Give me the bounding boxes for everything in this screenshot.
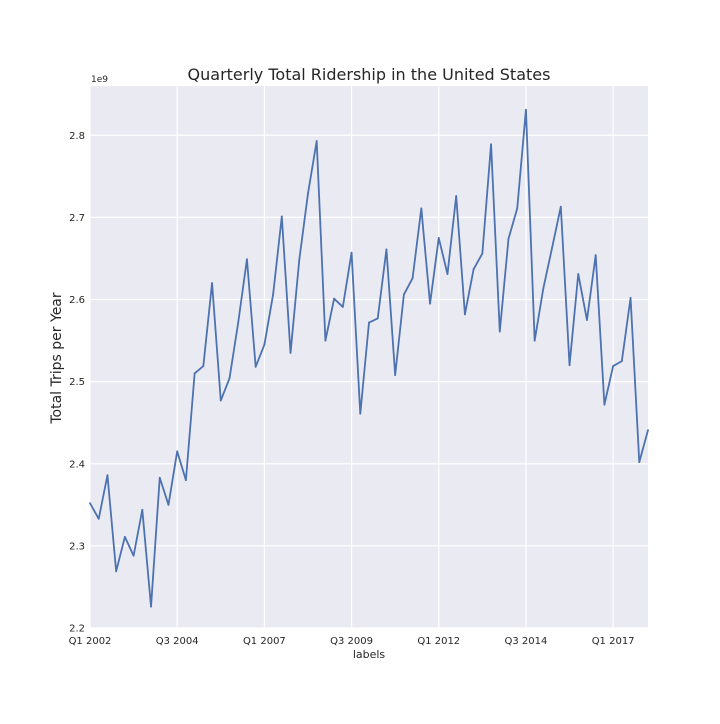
y-axis-label: Total Trips per Year xyxy=(49,292,65,425)
data-point xyxy=(612,365,615,367)
data-point xyxy=(341,306,344,308)
y-tick-label: 2.8 xyxy=(69,131,85,142)
data-point xyxy=(106,474,109,477)
y-gridlines xyxy=(90,134,648,629)
series-layer xyxy=(89,108,649,608)
data-point xyxy=(533,339,536,342)
data-point xyxy=(629,296,632,299)
x-tick-label: Q1 2017 xyxy=(592,636,635,647)
data-point xyxy=(350,251,353,254)
data-point xyxy=(464,313,466,316)
data-point xyxy=(89,502,91,505)
data-point xyxy=(263,343,266,346)
data-point xyxy=(594,254,597,257)
data-point xyxy=(298,259,301,261)
data-point xyxy=(638,461,641,464)
chart-title: Quarterly Total Ridership in the United … xyxy=(188,65,551,84)
data-point xyxy=(525,108,527,111)
data-point xyxy=(150,605,152,608)
data-point xyxy=(411,277,414,280)
y-tick-labels: 2.2 2.3 2.4 2.5 2.6 2.7 2.8 xyxy=(69,131,85,635)
x-tick-labels: Q1 2002 Q3 2004 Q1 2007 Q3 2009 Q1 2012 Q3 20… xyxy=(69,636,635,647)
y-tick-label: 2.4 xyxy=(69,459,85,470)
data-point xyxy=(429,302,431,305)
data-point xyxy=(219,399,222,402)
data-point xyxy=(115,570,118,573)
data-point xyxy=(490,143,492,146)
data-point xyxy=(437,237,440,239)
data-point xyxy=(254,365,257,368)
data-point xyxy=(185,479,187,482)
data-point xyxy=(394,374,397,376)
data-point xyxy=(507,237,510,240)
data-point xyxy=(568,364,571,367)
data-point xyxy=(237,321,240,324)
data-point xyxy=(603,403,606,406)
plot-area xyxy=(90,86,648,628)
data-point xyxy=(359,412,362,415)
data-point xyxy=(498,330,501,333)
data-point xyxy=(516,207,519,210)
data-point xyxy=(228,377,231,380)
data-point xyxy=(307,192,309,195)
data-point xyxy=(577,273,580,275)
data-point xyxy=(420,207,423,210)
y-axis-offset-label: 1e9 xyxy=(91,75,108,85)
y-tick-label: 2.5 xyxy=(69,377,85,388)
data-point xyxy=(402,293,405,296)
data-point xyxy=(272,293,274,296)
data-point xyxy=(368,321,370,324)
data-point xyxy=(211,282,213,284)
x-axis-label: labels xyxy=(353,648,386,661)
data-point xyxy=(97,517,100,520)
x-tick-label: Q3 2004 xyxy=(156,636,199,647)
data-point xyxy=(141,508,144,511)
data-point xyxy=(132,554,135,557)
data-point xyxy=(647,429,649,431)
y-tick-label: 2.7 xyxy=(69,213,85,224)
x-tick-label: Q1 2012 xyxy=(417,636,460,647)
data-point xyxy=(559,205,562,208)
data-point xyxy=(481,252,484,255)
data-point xyxy=(333,297,336,300)
data-point xyxy=(455,195,458,197)
x-tick-label: Q3 2009 xyxy=(330,636,373,647)
data-point xyxy=(472,268,475,271)
y-tick-label: 2.3 xyxy=(69,541,85,552)
data-point xyxy=(176,450,179,453)
data-point xyxy=(315,140,318,142)
data-point xyxy=(542,287,545,289)
data-point xyxy=(376,317,379,320)
x-tick-label: Q3 2014 xyxy=(505,636,548,647)
data-point xyxy=(167,503,170,506)
data-point xyxy=(246,258,248,261)
data-point xyxy=(280,215,283,218)
data-point xyxy=(202,365,205,367)
data-point xyxy=(123,535,126,538)
data-point xyxy=(324,339,327,342)
data-point xyxy=(158,476,161,479)
data-point xyxy=(193,372,196,375)
data-point xyxy=(385,248,388,251)
data-point xyxy=(551,246,553,249)
x-tick-label: Q1 2002 xyxy=(69,636,112,647)
y-tick-label: 2.2 xyxy=(69,624,85,635)
x-tick-label: Q1 2007 xyxy=(243,636,286,647)
data-point xyxy=(446,273,449,275)
data-point xyxy=(620,360,623,363)
y-tick-label: 2.6 xyxy=(69,295,85,306)
data-point xyxy=(586,319,588,321)
x-gridlines xyxy=(89,86,614,628)
data-point xyxy=(289,351,292,354)
